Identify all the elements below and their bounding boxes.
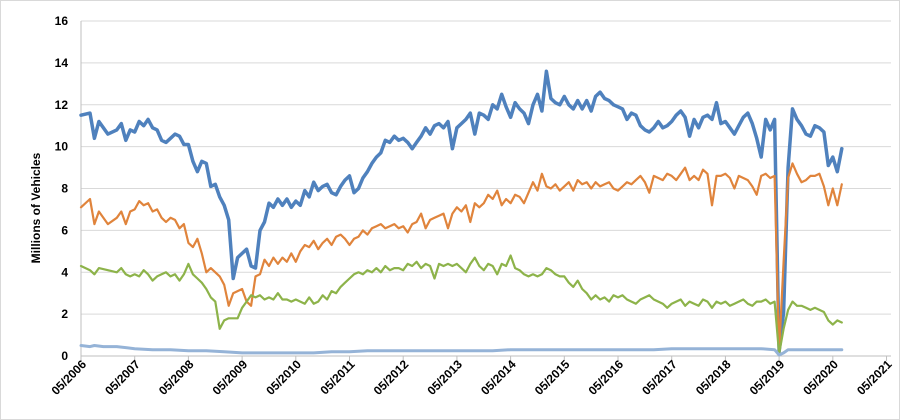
y-axis: 0 2 4 6 8 10 12 14 16 <box>55 14 82 363</box>
x-tick-label: 05/2019 <box>747 357 788 398</box>
y-tick-label: 2 <box>61 307 68 321</box>
x-tick-label: 05/2016 <box>586 357 627 398</box>
y-tick-label: 4 <box>61 265 68 279</box>
x-tick-label: 05/2014 <box>478 357 519 398</box>
series-line-2 <box>79 162 843 353</box>
y-tick-label: 16 <box>55 14 69 28</box>
x-tick-label: 05/2020 <box>800 357 841 398</box>
x-tick-label: 05/2017 <box>639 357 680 398</box>
x-tick-label: 05/2006 <box>49 357 90 398</box>
gridlines <box>81 20 891 357</box>
x-tick-label: 05/2011 <box>318 357 358 397</box>
x-tick-label: 05/2015 <box>532 357 573 398</box>
x-tick-label: 05/2021 <box>854 357 895 398</box>
y-tick-label: 8 <box>61 182 68 196</box>
y-tick-label: 6 <box>61 223 68 237</box>
x-tick-label: 05/2013 <box>424 357 465 398</box>
series-line-1 <box>79 69 844 354</box>
x-tick-label: 05/2010 <box>263 357 304 398</box>
x-tick-label: 05/2008 <box>156 357 197 398</box>
series-line-3 <box>79 254 843 355</box>
y-tick-label: 10 <box>55 140 69 154</box>
x-tick-label: 05/2009 <box>210 357 251 398</box>
x-tick-label: 05/2012 <box>371 357 412 398</box>
x-tick-label: 05/2018 <box>693 357 734 398</box>
y-axis-title: Millions of Vehicles <box>29 152 43 263</box>
y-tick-label: 14 <box>55 56 69 70</box>
series-lines <box>79 69 844 357</box>
series-line-4 <box>79 344 844 357</box>
y-tick-label: 0 <box>61 349 68 363</box>
y-tick-label: 12 <box>55 98 69 112</box>
x-axis: 05/2006 05/2007 05/2008 05/2009 05/2010 05/20… <box>49 356 895 398</box>
x-tick-label: 05/2007 <box>102 357 143 398</box>
